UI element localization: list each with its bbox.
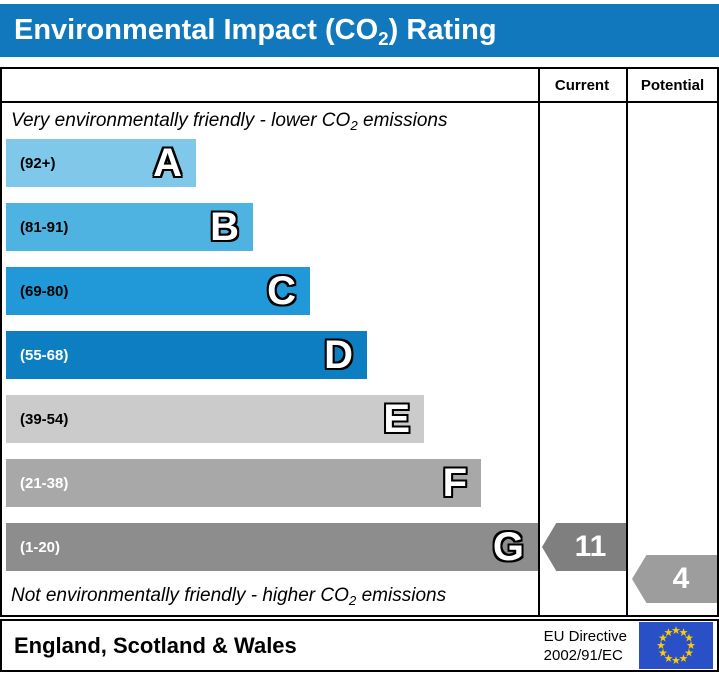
band-range-D: (55-68) xyxy=(20,346,69,364)
band-bar-B: (81-91) B xyxy=(6,203,253,251)
rating-chart: Current Potential Very environmentally f… xyxy=(0,67,719,617)
potential-column-header: Potential xyxy=(640,77,705,94)
band-bar-E: (39-54) E xyxy=(6,395,424,443)
band-bar-D: (55-68) D xyxy=(6,331,367,379)
column-header-row: Current Potential xyxy=(2,69,717,103)
co2-subscript: 2 xyxy=(350,117,358,133)
band-row-A: (92+) A xyxy=(6,139,717,187)
band-range-E: (39-54) xyxy=(20,410,69,428)
footer-bar: England, Scotland & Wales EU Directive 2… xyxy=(0,619,719,672)
region-label: England, Scotland & Wales xyxy=(14,632,297,658)
chart-title-bar: Environmental Impact (CO2) Rating xyxy=(0,4,719,57)
co2-subscript: 2 xyxy=(378,28,389,49)
band-letter-E: E xyxy=(383,397,410,441)
current-column-divider xyxy=(538,69,540,615)
potential-rating-arrow: 4 xyxy=(632,555,717,603)
band-range-F: (21-38) xyxy=(20,474,69,492)
current-column-header: Current xyxy=(554,77,610,94)
bottom-note: Not environmentally friendly - higher CO… xyxy=(2,579,717,613)
band-row-C: (69-80) C xyxy=(6,267,717,315)
top-note-text: Very environmentally friendly - lower CO… xyxy=(11,110,448,133)
band-range-A: (92+) xyxy=(20,154,56,172)
band-letter-C: C xyxy=(267,269,296,313)
current-rating-value: 11 xyxy=(574,530,607,563)
band-range-C: (69-80) xyxy=(20,282,69,300)
band-range-B: (81-91) xyxy=(20,218,69,236)
band-bar-C: (69-80) C xyxy=(6,267,310,315)
band-letter-F: F xyxy=(442,461,467,505)
band-bar-F: (21-38) F xyxy=(6,459,481,507)
band-row-D: (55-68) D xyxy=(6,331,717,379)
band-letter-A: A xyxy=(153,141,182,185)
chart-title: Environmental Impact (CO2) Rating xyxy=(14,14,497,49)
top-note: Very environmentally friendly - lower CO… xyxy=(2,103,717,139)
co2-subscript: 2 xyxy=(348,592,357,608)
band-row-F: (21-38) F xyxy=(6,459,717,507)
rating-bands: (92+) A (81-91) B (69-80) C (55-68) D (39-54) E (2… xyxy=(2,139,717,571)
potential-column-divider xyxy=(626,69,628,615)
band-letter-D: D xyxy=(324,333,353,377)
eu-directive-label: EU Directive 2002/91/EC xyxy=(544,627,627,665)
band-bar-A: (92+) A xyxy=(6,139,196,187)
band-row-B: (81-91) B xyxy=(6,203,717,251)
band-bar-G: (1-20) G xyxy=(6,523,538,571)
potential-rating-value: 4 xyxy=(672,562,690,595)
bottom-note-text: Not environmentally friendly - higher CO… xyxy=(11,585,447,608)
eu-directive-line2: 2002/91/EC xyxy=(543,646,623,664)
band-row-E: (39-54) E xyxy=(6,395,717,443)
eu-directive-line1: EU Directive xyxy=(543,627,627,645)
band-letter-B: B xyxy=(210,205,239,249)
current-rating-arrow: 11 xyxy=(542,523,626,571)
band-letter-G: G xyxy=(492,525,524,569)
eu-flag-icon xyxy=(639,622,713,669)
band-row-G: (1-20) G xyxy=(6,523,717,571)
band-range-G: (1-20) xyxy=(20,538,61,556)
